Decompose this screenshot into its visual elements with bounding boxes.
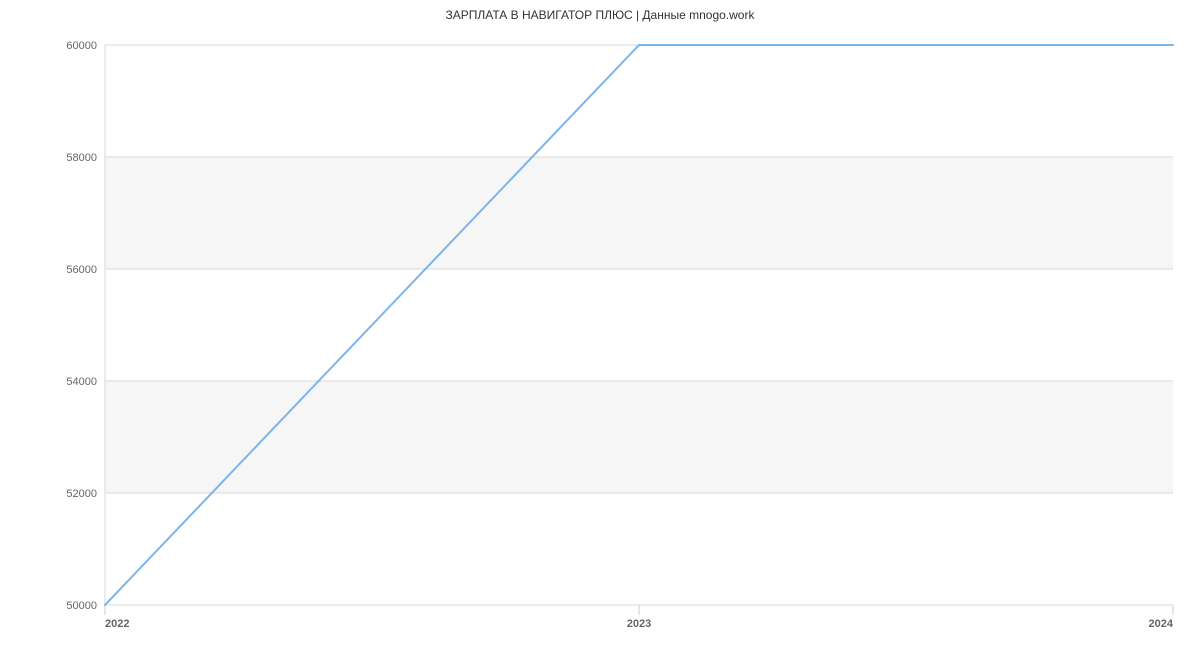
y-tick-label: 52000 — [66, 488, 97, 500]
y-tick-label: 54000 — [66, 376, 97, 388]
y-tick-label: 56000 — [66, 264, 97, 276]
series-line — [105, 45, 1173, 605]
y-tick-label: 60000 — [66, 40, 97, 52]
x-tick-label: 2022 — [105, 618, 129, 630]
y-tick-label: 58000 — [66, 152, 97, 164]
y-tick-label: 50000 — [66, 600, 97, 612]
x-tick-label: 2024 — [1149, 618, 1174, 630]
x-tick-label: 2023 — [627, 618, 651, 630]
chart-svg: 50000 52000 54000 56000 58000 60000 2022 2023 20… — [0, 0, 1200, 650]
plot-band — [105, 157, 1173, 269]
salary-line-chart: ЗАРПЛАТА В НАВИГАТОР ПЛЮС | Данные mnogo… — [0, 0, 1200, 650]
chart-title: ЗАРПЛАТА В НАВИГАТОР ПЛЮС | Данные mnogo… — [0, 8, 1200, 22]
